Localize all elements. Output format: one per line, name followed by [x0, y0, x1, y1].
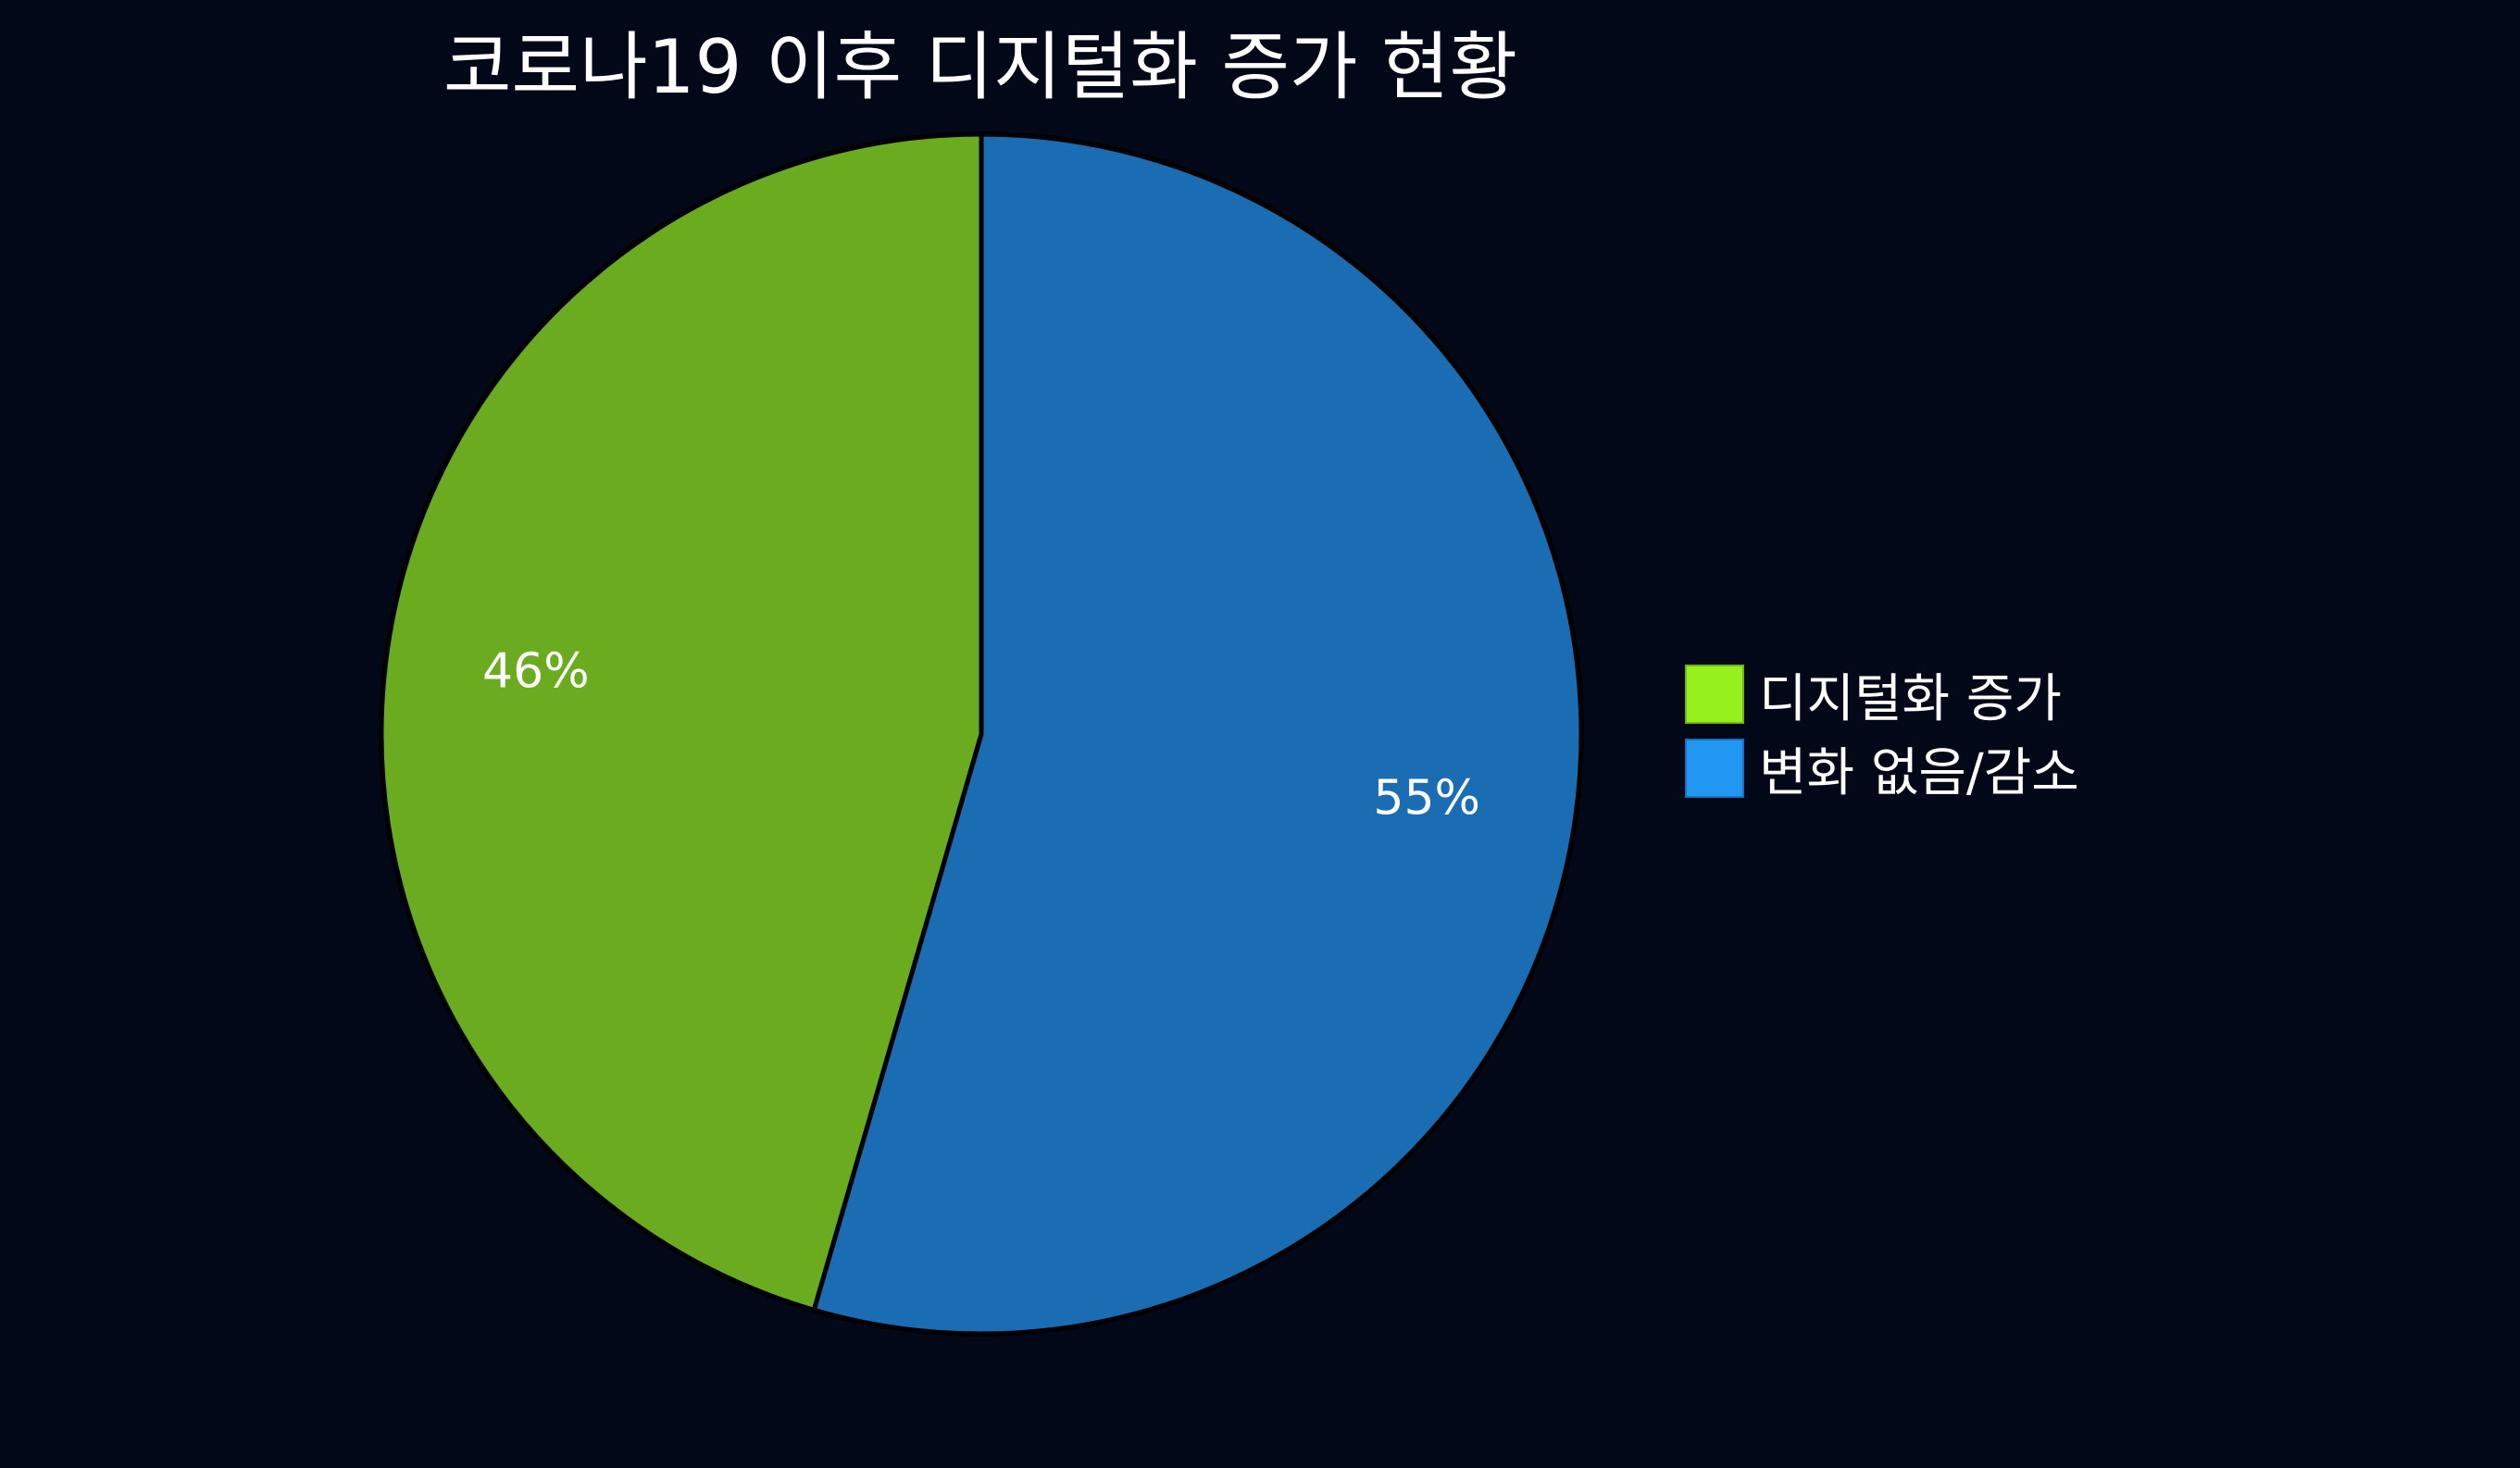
legend-swatch: [1685, 665, 1744, 724]
legend-item-no-change-decrease[interactable]: 변화 없음/감소: [1685, 731, 2079, 805]
data-label-1: 55%: [1373, 770, 1480, 826]
pie-slice-0[interactable]: [379, 131, 984, 1313]
legend: 디지털화 증가 변화 없음/감소: [1685, 657, 2079, 805]
data-label-0: 46%: [482, 644, 590, 700]
pie-slice-1[interactable]: [811, 131, 1584, 1337]
chart-title: 코로나19 이후 디지털화 증가 현황: [443, 24, 1518, 110]
legend-label: 디지털화 증가: [1759, 668, 2062, 729]
legend-label: 변화 없음/감소: [1759, 742, 2079, 803]
legend-swatch: [1685, 739, 1744, 798]
legend-item-digital-increase[interactable]: 디지털화 증가: [1685, 657, 2079, 731]
